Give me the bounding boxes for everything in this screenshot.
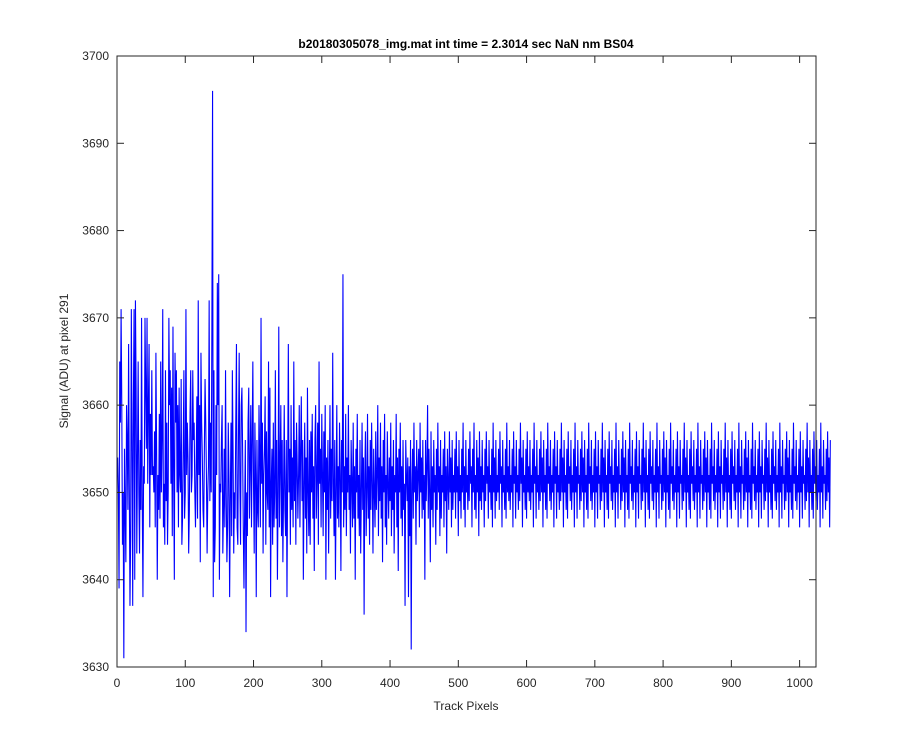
- y-tick-label: 3640: [82, 573, 109, 587]
- plot-area-frame: [116, 55, 817, 668]
- x-tick-label: 600: [517, 676, 537, 690]
- x-axis-title: Track Pixels: [434, 699, 499, 713]
- x-tick-label: 700: [585, 676, 605, 690]
- series-layer: [117, 90, 831, 659]
- plot-area-background: [117, 56, 816, 667]
- y-tick-label: 3630: [82, 660, 109, 674]
- x-tick-label: 0: [114, 676, 121, 690]
- chart-title: b20180305078_img.mat int time = 2.3014 s…: [298, 37, 634, 51]
- tick-layer: 0 100 200 300 400 500 600 700 800 900 1000 3630 3640…: [82, 49, 816, 690]
- y-tick-label: 3690: [82, 136, 109, 150]
- x-tick-label: 400: [380, 676, 400, 690]
- x-tick-label: 100: [175, 676, 195, 690]
- y-tick-label: 3700: [82, 49, 109, 63]
- series-line-0: [117, 90, 831, 659]
- y-tick-label: 3670: [82, 311, 109, 325]
- x-tick-label: 900: [721, 676, 741, 690]
- x-tick-label: 800: [653, 676, 673, 690]
- y-tick-label: 3660: [82, 398, 109, 412]
- x-tick-label: 200: [244, 676, 264, 690]
- y-axis-title: Signal (ADU) at pixel 291: [57, 293, 71, 428]
- x-tick-label: 1000: [786, 676, 813, 690]
- x-tick-label: 500: [448, 676, 468, 690]
- x-tick-label: 300: [312, 676, 332, 690]
- y-tick-label: 3650: [82, 485, 109, 499]
- y-tick-label: 3680: [82, 224, 109, 238]
